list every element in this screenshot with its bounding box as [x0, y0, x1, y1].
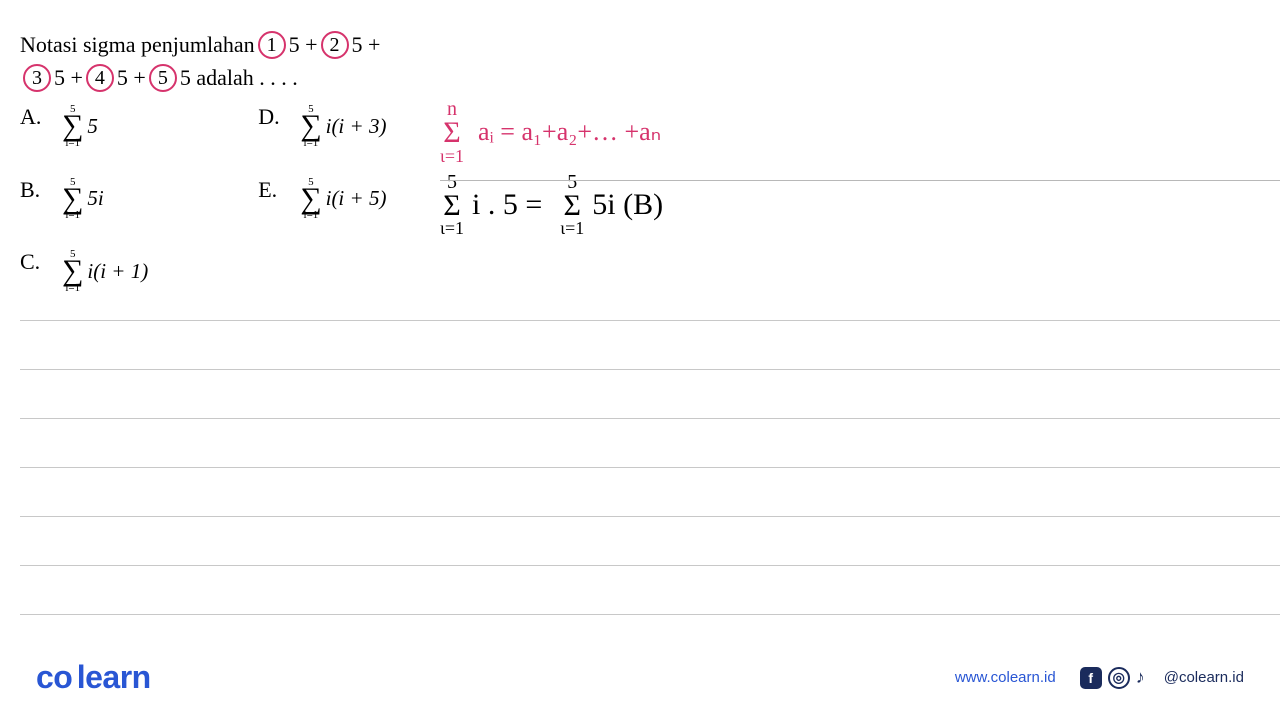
circled-num-3: 3 [23, 64, 51, 92]
handwritten-sigma: 5 Σ ι=1 [440, 173, 464, 238]
ruled-line [20, 418, 1280, 419]
option-expr: i(i + 5) [326, 186, 387, 211]
social-links: f ◎ ♪ @colearn.id [1080, 667, 1244, 689]
handwritten-sigma: 5 Σ ι=1 [560, 173, 584, 238]
option-b: B. 5 ∑ i=1 5i [20, 177, 148, 222]
question-text: Notasi sigma penjumlahan 1 5 + 2 5 + 3 5… [20, 28, 1260, 94]
question-seg: 5 + [289, 28, 318, 61]
handwritten-formula: aᵢ = a₁+a₂+… +aₙ [478, 117, 661, 147]
divider-line [440, 180, 1280, 181]
question-prefix: Notasi sigma penjumlahan [20, 28, 255, 61]
ruled-line [20, 565, 1280, 566]
question-seg: 5 + [117, 61, 146, 94]
handwritten-answer: 5i (B) [592, 188, 663, 222]
option-c: C. 5 ∑ i=1 i(i + 1) [20, 249, 148, 294]
footer: co learn www.colearn.id f ◎ ♪ @colearn.i… [0, 659, 1280, 696]
instagram-icon[interactable]: ◎ [1108, 667, 1130, 689]
option-expr: 5i [87, 186, 103, 211]
option-label: E. [258, 177, 286, 203]
sigma-expression: 5 ∑ i=1 [62, 249, 83, 294]
option-expr: i(i + 1) [87, 259, 148, 284]
question-seg: 5 adalah . . . . [180, 61, 298, 94]
option-label: A. [20, 104, 48, 130]
option-label: D. [258, 104, 286, 130]
brand-logo: co learn [36, 659, 151, 696]
handwritten-sigma: n Σ ι=1 [440, 100, 464, 165]
option-label: C. [20, 249, 48, 275]
circled-num-5: 5 [149, 64, 177, 92]
ruled-line [20, 320, 1280, 321]
ruled-line [20, 369, 1280, 370]
website-link[interactable]: www.colearn.id [955, 669, 1056, 686]
option-a: A. 5 ∑ i=1 5 [20, 104, 148, 149]
circled-num-2: 2 [321, 31, 349, 59]
sigma-expression: 5 ∑ i=1 [300, 104, 321, 149]
handwritten-work: n Σ ι=1 aᵢ = a₁+a₂+… +aₙ 5 Σ ι=1 i . 5 =… [440, 100, 663, 237]
sigma-expression: 5 ∑ i=1 [62, 104, 83, 149]
tiktok-icon[interactable]: ♪ [1136, 667, 1158, 689]
sigma-expression: 5 ∑ i=1 [62, 177, 83, 222]
ruled-line [20, 614, 1280, 615]
ruled-line [20, 467, 1280, 468]
sigma-expression: 5 ∑ i=1 [300, 177, 321, 222]
option-expr: i(i + 3) [326, 114, 387, 139]
option-expr: 5 [87, 114, 98, 139]
option-e: E. 5 ∑ i=1 i(i + 5) [258, 177, 386, 222]
ruled-lines-area [20, 320, 1280, 663]
social-handle: @colearn.id [1164, 669, 1244, 686]
handwritten-expr: i . 5 = [472, 188, 542, 222]
question-seg: 5 + [352, 28, 381, 61]
option-d: D. 5 ∑ i=1 i(i + 3) [258, 104, 386, 149]
option-label: B. [20, 177, 48, 203]
question-seg: 5 + [54, 61, 83, 94]
circled-num-4: 4 [86, 64, 114, 92]
ruled-line [20, 516, 1280, 517]
facebook-icon[interactable]: f [1080, 667, 1102, 689]
circled-num-1: 1 [258, 31, 286, 59]
